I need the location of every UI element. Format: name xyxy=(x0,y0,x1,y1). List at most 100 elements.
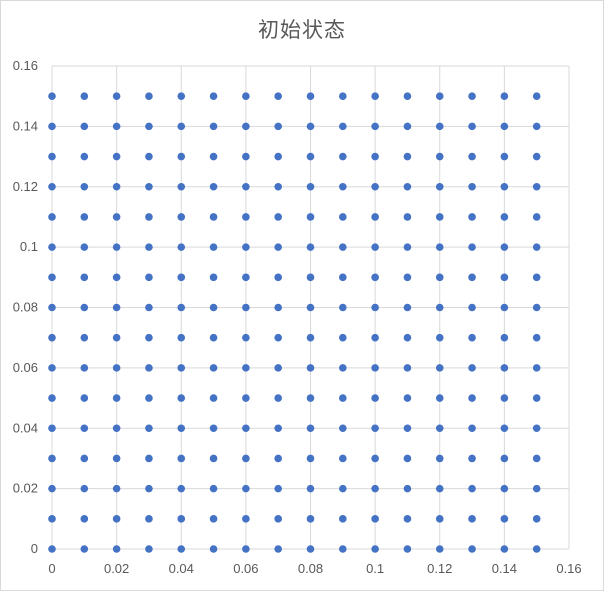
data-point xyxy=(80,273,89,282)
x-tick-label: 0.16 xyxy=(556,561,581,576)
data-point xyxy=(48,303,56,312)
data-point xyxy=(274,454,282,463)
data-point xyxy=(80,122,89,131)
data-point xyxy=(48,364,56,372)
data-point xyxy=(80,152,89,161)
data-point xyxy=(209,454,218,463)
data-point xyxy=(371,484,379,493)
data-point xyxy=(532,394,541,402)
data-point xyxy=(371,424,379,433)
data-point xyxy=(112,484,121,493)
data-point xyxy=(80,213,89,221)
data-point xyxy=(403,424,412,433)
data-point xyxy=(468,92,476,100)
data-point xyxy=(403,273,412,282)
data-point xyxy=(500,394,509,402)
data-point xyxy=(500,152,509,161)
data-point xyxy=(403,303,412,312)
data-point xyxy=(145,515,153,523)
data-point xyxy=(274,545,282,553)
data-point xyxy=(112,122,121,131)
data-point xyxy=(177,333,186,342)
data-point xyxy=(532,515,541,523)
data-point xyxy=(339,152,347,161)
data-point xyxy=(339,122,347,131)
data-point xyxy=(242,92,250,100)
data-point xyxy=(306,545,315,553)
data-point xyxy=(468,424,476,433)
data-point xyxy=(145,122,153,131)
data-point xyxy=(403,92,412,100)
data-point xyxy=(48,545,56,553)
data-point xyxy=(371,243,379,251)
y-tick-label: 0.16 xyxy=(13,58,38,73)
y-tick-label: 0.04 xyxy=(13,420,38,435)
data-point xyxy=(403,484,412,493)
data-point xyxy=(468,243,476,251)
data-point xyxy=(145,182,153,191)
data-point xyxy=(242,515,250,523)
data-point xyxy=(371,454,379,463)
data-point xyxy=(112,243,121,251)
data-point xyxy=(435,182,444,191)
data-point xyxy=(209,515,218,523)
y-tick-label: 0 xyxy=(31,541,38,556)
data-point xyxy=(371,303,379,312)
data-point xyxy=(209,243,218,251)
data-point xyxy=(242,152,250,161)
data-point xyxy=(371,182,379,191)
axis-tick-labels: 0 0.02 0.04 0.06 0.08 0.1 0.12 0.14 0.16 0 0.02 0.0… xyxy=(13,58,582,576)
data-point xyxy=(306,213,315,221)
data-point xyxy=(177,303,186,312)
data-point xyxy=(468,122,476,131)
data-point xyxy=(435,454,444,463)
data-point xyxy=(403,545,412,553)
data-point xyxy=(274,152,282,161)
data-point xyxy=(532,213,541,221)
data-point xyxy=(371,152,379,161)
data-point xyxy=(306,92,315,100)
x-tick-label: 0.14 xyxy=(492,561,517,576)
data-point xyxy=(274,273,282,282)
x-tick-label: 0.06 xyxy=(233,561,258,576)
data-point xyxy=(209,122,218,131)
data-point xyxy=(112,394,121,402)
data-point xyxy=(306,454,315,463)
data-point xyxy=(242,484,250,493)
data-point xyxy=(177,122,186,131)
data-point xyxy=(403,364,412,372)
data-point xyxy=(339,243,347,251)
data-point xyxy=(209,333,218,342)
x-tick-label: 0.08 xyxy=(298,561,323,576)
data-point xyxy=(435,213,444,221)
data-point xyxy=(177,273,186,282)
data-point xyxy=(177,545,186,553)
data-point xyxy=(306,273,315,282)
data-point xyxy=(112,273,121,282)
data-point xyxy=(468,182,476,191)
data-point xyxy=(500,243,509,251)
data-point xyxy=(403,122,412,131)
data-point xyxy=(48,333,56,342)
data-point xyxy=(209,273,218,282)
data-point xyxy=(80,92,89,100)
data-point xyxy=(468,484,476,493)
chart-title: 初始状态 xyxy=(258,18,346,42)
data-point xyxy=(177,182,186,191)
data-point xyxy=(112,152,121,161)
data-point xyxy=(371,545,379,553)
data-point xyxy=(48,152,56,161)
data-point xyxy=(500,484,509,493)
data-point xyxy=(209,394,218,402)
data-point xyxy=(145,394,153,402)
data-point xyxy=(435,545,444,553)
data-point xyxy=(500,92,509,100)
data-point xyxy=(112,364,121,372)
data-point xyxy=(112,213,121,221)
data-point xyxy=(532,152,541,161)
data-point xyxy=(112,515,121,523)
data-point xyxy=(80,454,89,463)
data-point xyxy=(339,424,347,433)
data-point xyxy=(339,333,347,342)
data-point xyxy=(145,273,153,282)
